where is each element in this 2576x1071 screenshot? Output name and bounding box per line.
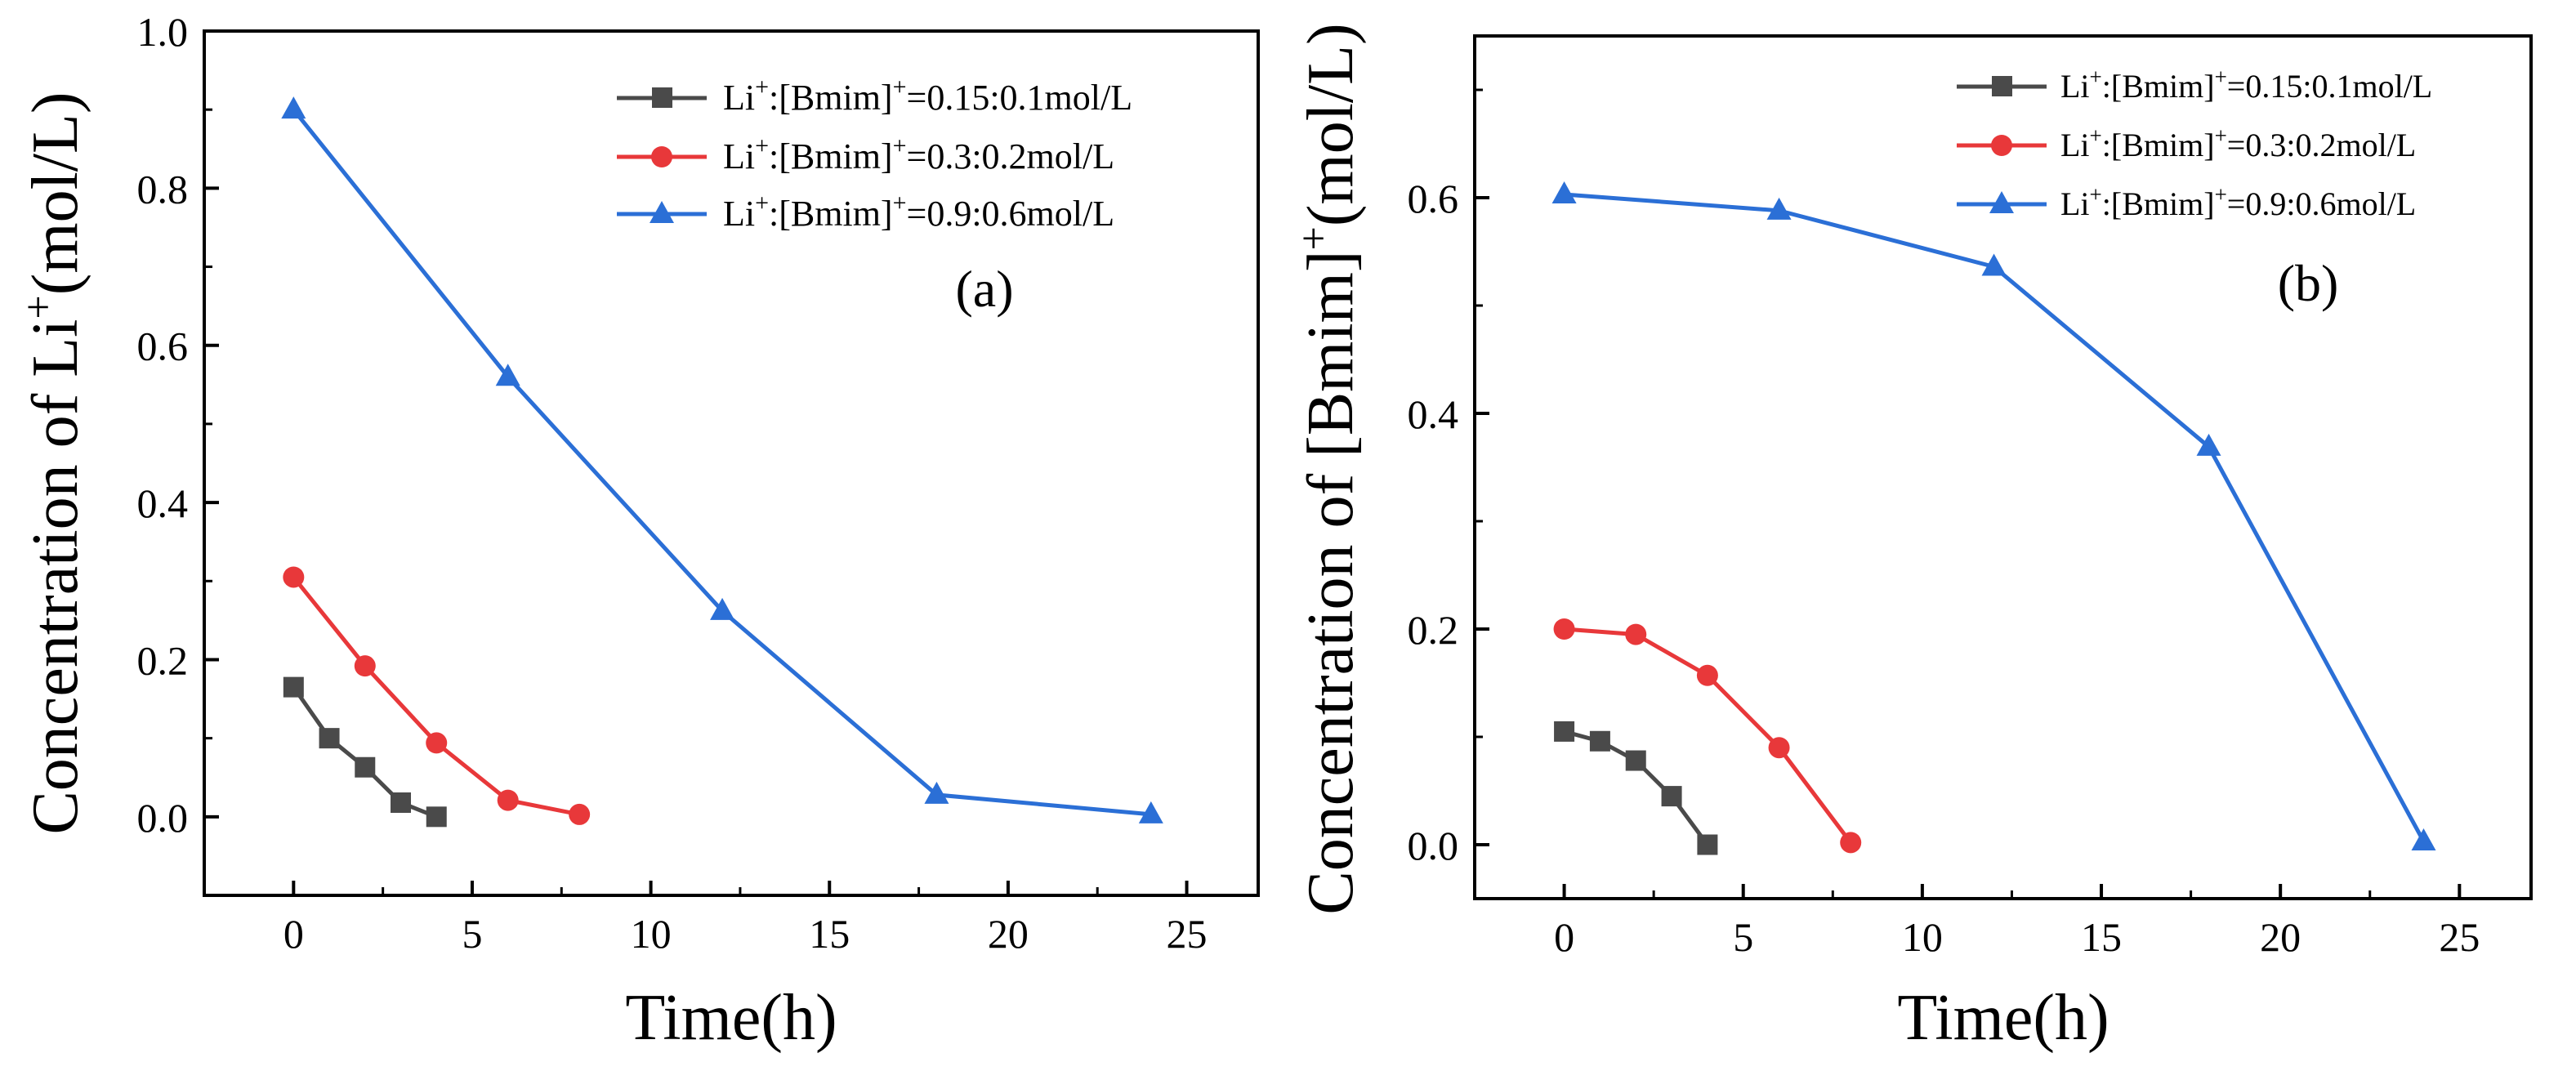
data-point-square	[1661, 786, 1682, 807]
chart-panel-b: 0.0 0.2 0.4 0.6 0 5 10 15 20 25 Time(h) …	[1291, 23, 2533, 1054]
x-tick-label: 25	[1167, 911, 1208, 957]
y-tick-label: 0.4	[137, 480, 189, 526]
legend-label: Li+:[Bmim]+=0.9:0.6mol/L	[723, 190, 1114, 234]
x-tick-label: 15	[809, 911, 850, 957]
chart-panel-a: 0.0 0.2 0.4 0.6 0.8 1.0 0 5 10 15 20 25 …	[16, 9, 1260, 1054]
data-point-triangle	[924, 781, 949, 804]
data-series-group	[281, 96, 1163, 828]
plot-frame	[203, 29, 1260, 897]
tick-labels: 0.0 0.2 0.4 0.6 0 5 10 15 20 25	[1408, 176, 2480, 960]
data-point-square	[283, 676, 304, 698]
legend-label: Li+:[Bmim]+=0.9:0.6mol/L	[2060, 182, 2416, 222]
legend-label: Li+:[Bmim]+=0.15:0.1mol/L	[2060, 65, 2432, 105]
data-point-triangle	[710, 597, 735, 620]
x-tick-label: 5	[462, 911, 482, 957]
legend: Li+:[Bmim]+=0.15:0.1mol/L Li+:[Bmim]+=0.…	[1957, 65, 2432, 222]
axis-ticks	[204, 29, 1189, 895]
x-tick-label: 15	[2081, 914, 2122, 960]
data-point-square	[355, 756, 376, 778]
x-tick-label: 0	[1554, 914, 1574, 960]
legend-entry: Li+:[Bmim]+=0.3:0.2mol/L	[1957, 123, 2416, 163]
data-point-triangle	[1766, 197, 1792, 220]
series-line-2	[292, 575, 580, 817]
legend-label: Li+:[Bmim]+=0.3:0.2mol/L	[723, 132, 1114, 176]
data-point-circle	[1696, 664, 1718, 686]
y-tick-label: 0.2	[1408, 607, 1459, 653]
legend-entry: Li+:[Bmim]+=0.15:0.1mol/L	[617, 74, 1132, 118]
legend-label: Li+:[Bmim]+=0.15:0.1mol/L	[723, 74, 1132, 118]
y-tick-label: 0.8	[137, 166, 189, 212]
data-point-triangle	[495, 364, 520, 386]
y-tick-label: 0.6	[1408, 176, 1459, 221]
data-point-square	[1554, 721, 1575, 742]
tick-labels: 0.0 0.2 0.4 0.6 0.8 1.0 0 5 10 15 20 25	[137, 9, 1208, 957]
axis-ticks	[1475, 88, 2462, 899]
data-point-circle	[1553, 618, 1575, 640]
data-point-circle	[426, 732, 448, 754]
data-point-square	[391, 792, 412, 814]
x-tick-label: 10	[631, 911, 672, 957]
legend-marker-triangle	[1989, 191, 2014, 213]
y-tick-label: 1.0	[137, 9, 189, 55]
data-point-triangle	[2196, 433, 2221, 456]
y-tick-label: 0.4	[1408, 391, 1459, 437]
x-axis-label: Time(h)	[625, 982, 837, 1054]
legend-entry: Li+:[Bmim]+=0.15:0.1mol/L	[1957, 65, 2432, 105]
plot-frame	[1473, 34, 2533, 900]
series-line-1	[292, 685, 438, 819]
legend-marker-triangle	[650, 201, 674, 223]
data-point-triangle	[281, 96, 306, 119]
data-point-square	[1625, 750, 1646, 771]
data-point-circle	[1840, 832, 1862, 854]
y-axis-label: Concentration of [Bmim]+(mol/L)	[1291, 23, 1367, 914]
data-point-square	[426, 806, 447, 828]
data-point-circle	[1768, 737, 1790, 759]
x-tick-label: 20	[2260, 914, 2301, 960]
legend: Li+:[Bmim]+=0.15:0.1mol/L Li+:[Bmim]+=0.…	[617, 74, 1132, 234]
y-tick-label: 0.0	[1408, 823, 1459, 868]
y-tick-label: 0.0	[137, 795, 189, 841]
data-point-square	[319, 728, 340, 749]
series-line-1	[1563, 729, 1709, 846]
data-point-circle	[354, 655, 376, 677]
x-tick-label: 25	[2439, 914, 2480, 960]
x-tick-label: 10	[1902, 914, 1943, 960]
legend-marker-square	[1992, 76, 2012, 96]
data-point-circle	[283, 566, 305, 588]
data-point-square	[1589, 730, 1610, 752]
data-point-triangle	[1981, 253, 2007, 276]
x-tick-label: 0	[283, 911, 304, 957]
data-point-triangle	[1138, 801, 1163, 823]
legend-marker-circle	[1991, 135, 2012, 156]
x-tick-label: 20	[988, 911, 1029, 957]
y-tick-label: 0.6	[137, 324, 189, 369]
data-point-circle	[569, 803, 591, 825]
panel-label: (a)	[955, 260, 1013, 318]
y-tick-label: 0.2	[137, 637, 189, 683]
legend-entry: Li+:[Bmim]+=0.9:0.6mol/L	[1957, 182, 2416, 222]
legend-entry: Li+:[Bmim]+=0.3:0.2mol/L	[617, 132, 1114, 176]
data-point-circle	[1625, 623, 1647, 645]
data-point-triangle	[2411, 828, 2436, 851]
data-point-circle	[497, 789, 519, 811]
data-point-triangle	[1551, 181, 1577, 204]
y-axis-label: Concentration of Li+(mol/L)	[16, 91, 92, 834]
data-point-square	[1697, 834, 1718, 855]
x-axis-label: Time(h)	[1897, 982, 2109, 1054]
data-series-group	[1551, 181, 2436, 855]
x-tick-label: 5	[1733, 914, 1753, 960]
legend-label: Li+:[Bmim]+=0.3:0.2mol/L	[2060, 123, 2416, 163]
legend-marker-square	[652, 87, 672, 108]
legend-marker-circle	[651, 146, 672, 167]
legend-entry: Li+:[Bmim]+=0.9:0.6mol/L	[617, 190, 1114, 234]
panel-label: (b)	[2278, 254, 2339, 312]
